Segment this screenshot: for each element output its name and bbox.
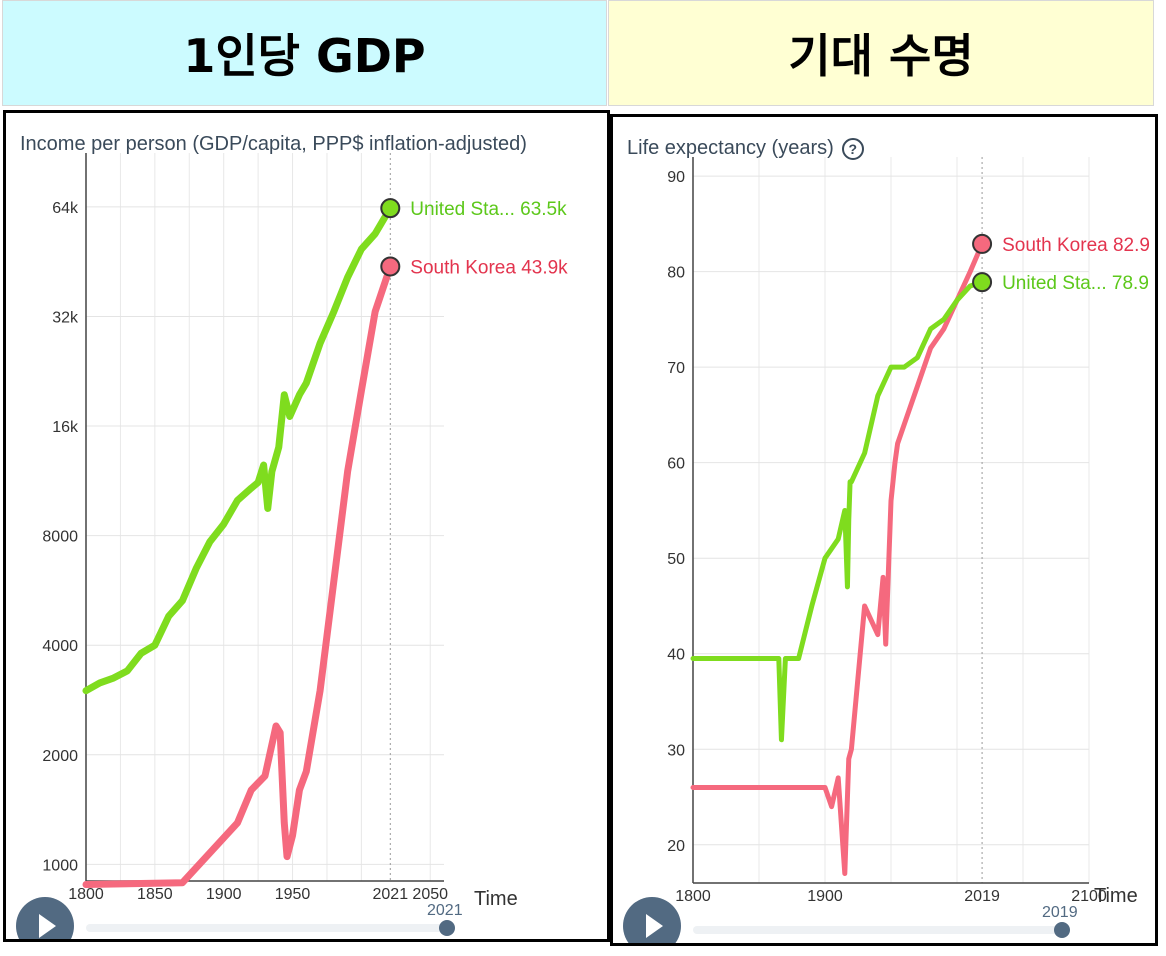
play-icon: [646, 914, 663, 938]
life-chart-panel: Life expectancy (years)? 90 80 70 60 50 …: [610, 114, 1158, 946]
income-chart-title: Income per person (GDP/capita, PPP$ infl…: [20, 133, 527, 155]
series-endpoint-united-states[interactable]: [972, 272, 993, 293]
life-chart-title-text: Life expectancy (years): [627, 137, 834, 159]
income-chart: 64k 32k 16k 8000 4000 2000 1000 1800 185…: [42, 153, 568, 910]
y-tick-label: 8000: [42, 529, 78, 546]
y-tick-label: 90: [667, 169, 685, 186]
time-slider-track[interactable]: [86, 924, 446, 932]
x-tick-label: 1800: [68, 886, 104, 903]
banner-gdp-text: 1인당 GDP: [183, 29, 426, 83]
banner-life-expectancy: 기대 수명: [608, 0, 1154, 106]
x-tick-label: 2021: [373, 886, 409, 903]
x-tick-label: 1900: [206, 886, 242, 903]
y-tick-label: 40: [667, 647, 685, 664]
x-tick-label: 2100: [1071, 888, 1107, 905]
x-tick-label: 2019: [964, 888, 1000, 905]
y-tick-label: 4000: [42, 638, 78, 655]
x-tick-label: 1850: [137, 886, 173, 903]
y-tick-label: 32k: [52, 309, 79, 326]
y-tick-label: 70: [667, 360, 685, 377]
income-chart-panel: Income per person (GDP/capita, PPP$ infl…: [3, 110, 610, 942]
slider-year-label: 2021: [427, 902, 463, 919]
play-button[interactable]: [623, 897, 681, 943]
series-label-united-states: United Sta... 63.5k: [410, 199, 567, 220]
series-label-south-korea: South Korea 82.9: [1002, 235, 1150, 256]
y-tick-label: 2000: [42, 748, 78, 765]
x-tick-label: 1950: [275, 886, 311, 903]
series-line-united-states: [690, 279, 985, 743]
banner-gdp: 1인당 GDP: [2, 0, 607, 106]
y-tick-label: 30: [667, 742, 685, 759]
time-slider-track[interactable]: [693, 926, 1063, 934]
series-line-united-states: [82, 204, 394, 695]
series-label-south-korea: South Korea 43.9k: [410, 257, 568, 278]
life-chart: 90 80 70 60 50 40 30 20 1800 1900 2019 2…: [667, 157, 1150, 907]
series-endpoint-south-korea[interactable]: [972, 233, 993, 254]
banner-life-text: 기대 수명: [788, 29, 974, 83]
x-axis-title: Time: [474, 888, 518, 910]
x-tick-label: 1800: [675, 888, 711, 905]
y-tick-label: 20: [667, 838, 685, 855]
series-line-south-korea: [690, 241, 985, 876]
y-tick-label: 50: [667, 551, 685, 568]
y-tick-label: 80: [667, 265, 685, 282]
x-tick-label: 1900: [807, 888, 843, 905]
time-slider-thumb[interactable]: [439, 920, 455, 936]
y-tick-label: 64k: [52, 200, 79, 217]
question-circle-icon[interactable]: ?: [841, 137, 864, 160]
life-chart-title: Life expectancy (years)?: [627, 137, 864, 160]
series-label-united-states: United Sta... 78.9: [1002, 273, 1149, 294]
y-tick-label: 1000: [42, 857, 78, 874]
play-button[interactable]: [16, 897, 74, 939]
y-tick-label: 60: [667, 456, 685, 473]
x-axis-title: Time: [1094, 885, 1138, 907]
y-tick-label: 16k: [52, 419, 79, 436]
play-icon: [39, 914, 56, 938]
series-line-south-korea: [82, 262, 394, 889]
time-slider-thumb[interactable]: [1054, 922, 1070, 938]
series-endpoint-south-korea[interactable]: [380, 256, 401, 277]
x-tick-label: 2050: [412, 886, 448, 903]
slider-year-label: 2019: [1042, 904, 1078, 921]
series-endpoint-united-states[interactable]: [380, 198, 401, 219]
